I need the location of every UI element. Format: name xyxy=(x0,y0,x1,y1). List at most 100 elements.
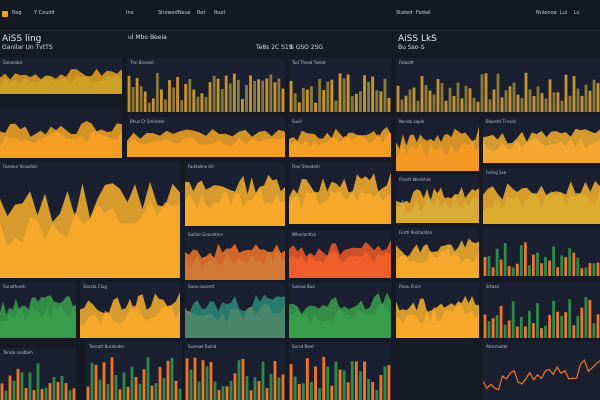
panel-title: Tonslo soatbeh xyxy=(3,350,33,355)
chart-panel[interactable]: Suoll xyxy=(289,117,391,157)
bar-mark xyxy=(371,76,375,112)
chart-panel[interactable]: Faddaline Ull xyxy=(185,162,285,226)
area-series xyxy=(127,129,285,157)
chart-panel[interactable] xyxy=(483,228,600,276)
chart-panel[interactable]: Suou ousentt xyxy=(185,282,285,338)
chart-panel[interactable]: Sunatfuesh xyxy=(0,282,76,338)
chart-panel[interactable]: Sotilut Geaueters xyxy=(185,230,285,280)
chart-panel[interactable]: Sa/unabd xyxy=(0,58,122,94)
bar-mark xyxy=(568,95,572,112)
section-headline: Ganilar Un TvtTS xyxy=(2,44,53,51)
bar-mark xyxy=(592,79,596,112)
bar-mark xyxy=(154,383,158,400)
area-series xyxy=(185,174,285,226)
chart-panel[interactable]: Nenob aaple xyxy=(396,117,479,171)
chart-panel[interactable]: Tonslo soatbeh xyxy=(0,348,76,400)
bar-mark xyxy=(192,89,196,112)
chart-panel[interactable]: Bhus Ct Smistete xyxy=(127,117,285,157)
topbar-item[interactable]: Nsue xyxy=(178,10,191,16)
panel-chart xyxy=(127,72,285,112)
topbar-item[interactable]: Ls xyxy=(574,10,580,16)
area-series xyxy=(483,128,600,163)
bar-mark xyxy=(528,265,531,276)
topbar-item[interactable]: Ret xyxy=(197,10,206,16)
area-series xyxy=(0,68,122,94)
chart-panel[interactable]: Tnn Bnevoll xyxy=(127,58,285,112)
bar-mark xyxy=(536,252,539,276)
bar-mark xyxy=(233,373,237,400)
bar-mark xyxy=(249,390,253,400)
chart-panel[interactable]: Tod Thead Taelat xyxy=(289,58,391,112)
topbar-item[interactable]: Stated xyxy=(396,10,413,16)
topbar-item[interactable]: Ruet xyxy=(214,10,226,16)
bar-mark xyxy=(592,323,596,338)
panel-chart xyxy=(289,172,391,224)
chart-panel[interactable]: Fidaoltt xyxy=(396,58,600,112)
bar-mark xyxy=(138,383,142,400)
bar-mark xyxy=(472,97,476,112)
topbar-item[interactable]: Nnlenoe xyxy=(536,10,557,16)
chart-panel[interactable] xyxy=(0,108,122,158)
chart-panel[interactable]: Wherlanttcs xyxy=(289,230,391,278)
bar-mark xyxy=(584,296,588,338)
topbar-item[interactable]: Showed xyxy=(158,10,178,16)
bar-mark xyxy=(221,386,225,400)
bar-mark xyxy=(503,324,507,338)
chart-panel[interactable]: Rissu Enirs xyxy=(396,282,479,338)
area-series xyxy=(483,180,600,224)
panel-title: Faddaline Ull xyxy=(188,164,214,169)
bar-mark xyxy=(257,381,261,400)
bar-mark xyxy=(491,267,495,276)
panel-title: Fidaoltt xyxy=(399,60,414,65)
chart-panel[interactable]: Atocmulde xyxy=(483,342,600,400)
panel-chart xyxy=(185,294,285,338)
panel-title: Tesoatt Buraiuder xyxy=(89,344,125,349)
chart-panel[interactable]: Biasetd Ti-ssds xyxy=(483,117,600,163)
chart-panel[interactable]: Sorcd Beet xyxy=(289,342,391,400)
chart-panel[interactable]: Forth Reotaiaton xyxy=(396,228,479,278)
bar-mark xyxy=(556,92,560,112)
bar-mark xyxy=(371,382,375,400)
bar-mark xyxy=(560,100,564,112)
chart-panel[interactable]: Faeseur Kesulloin xyxy=(0,162,180,278)
panel-chart xyxy=(396,238,479,278)
bar-mark xyxy=(289,80,293,112)
area-series xyxy=(396,295,479,338)
bar-mark xyxy=(310,86,313,112)
area-series xyxy=(0,295,76,338)
bar-mark xyxy=(228,83,232,112)
bar-mark xyxy=(110,357,114,400)
panel-title: Fbo/ Sleudetti xyxy=(292,164,320,169)
bar-mark xyxy=(396,85,400,112)
chart-panel[interactable]: Flocdt Wevlshes xyxy=(396,175,479,223)
bar-mark xyxy=(483,257,487,276)
chart-panel[interactable]: Suieua Bud xyxy=(289,282,391,338)
bar-mark xyxy=(185,358,189,400)
chart-panel[interactable]: Srtasd xyxy=(483,282,600,338)
chart-panel[interactable]: Fbo/ Sleudetti xyxy=(289,162,391,224)
topbar-item[interactable]: Inx xyxy=(126,10,134,16)
bar-mark xyxy=(277,78,281,112)
chart-panel[interactable]: Feling Sse xyxy=(483,168,600,224)
chart-panel[interactable]: Suseiwt Bulnd xyxy=(185,342,285,400)
bar-mark xyxy=(301,383,305,400)
chart-panel[interactable]: Tesoatt Buraiuder xyxy=(86,342,182,400)
topbar-item[interactable]: Nsg xyxy=(12,10,22,16)
bar-mark xyxy=(519,245,523,276)
bar-mark xyxy=(158,367,162,400)
topbar-item[interactable]: Fedall xyxy=(416,10,431,16)
bar-mark xyxy=(322,90,326,112)
bar-mark xyxy=(68,390,72,400)
bar-mark xyxy=(387,365,391,400)
chart-panel[interactable]: Sousta Clug xyxy=(80,282,180,338)
bar-mark xyxy=(544,256,547,276)
bar-mark xyxy=(584,267,588,276)
bar-mark xyxy=(540,93,544,112)
panel-chart xyxy=(185,357,285,400)
area-series xyxy=(289,126,391,157)
panel-title: Atocmulde xyxy=(486,344,508,349)
topbar-item[interactable]: Lul xyxy=(560,10,568,16)
bar-mark xyxy=(94,364,98,400)
topbar-item[interactable]: Y Coudit xyxy=(34,10,55,16)
bar-mark xyxy=(305,89,309,112)
